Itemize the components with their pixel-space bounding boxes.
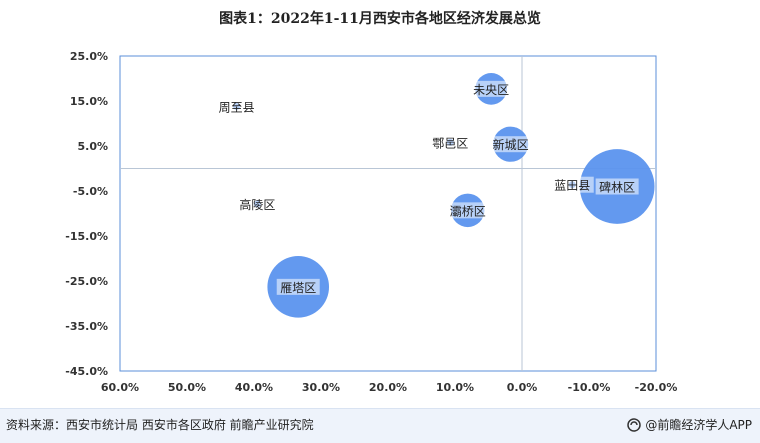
x-tick-label: 60.0%	[101, 381, 139, 394]
y-tick-label: -35.0%	[65, 320, 108, 333]
y-tick-label: 5.0%	[77, 140, 108, 153]
bubble-label: 雁塔区	[280, 281, 316, 295]
x-tick-label: 30.0%	[302, 381, 340, 394]
x-tick-label: 10.0%	[436, 381, 474, 394]
y-tick-label: -15.0%	[65, 230, 108, 243]
bubble-label-bg	[215, 98, 259, 115]
bubble-label-bg	[469, 80, 513, 97]
y-tick-label: -25.0%	[65, 275, 108, 288]
bubble-label: 蓝田县	[554, 179, 590, 193]
x-tick-label: 20.0%	[369, 381, 407, 394]
bubble-label: 新城区	[493, 137, 529, 152]
x-tick-label: 50.0%	[168, 381, 206, 394]
bubble-label: 灞桥区	[450, 204, 486, 218]
plot-frame	[119, 55, 657, 372]
y-tick-label: -5.0%	[73, 185, 108, 198]
y-tick-label: 25.0%	[70, 50, 108, 63]
bubble-label: 未央区	[473, 83, 509, 97]
bubble-label: 周至县	[219, 100, 255, 114]
x-tick-label: -10.0%	[568, 381, 611, 394]
chart-title: 图表1：2022年1-11月西安市各地区经济发展总览	[219, 11, 541, 27]
bubble-label-bg	[276, 278, 320, 295]
x-tick-label: 0.0%	[507, 381, 538, 394]
source-note: 资料来源：西安市统计局 西安市各区政府 前瞻产业研究院	[6, 418, 314, 432]
footer-bar: 资料来源：西安市统计局 西安市各区政府 前瞻产业研究院 @前瞻经济学人APP	[0, 408, 760, 443]
y-tick-label: 15.0%	[70, 95, 108, 108]
bubble-label: 鄠邑区	[432, 136, 468, 150]
bubble-label-bg	[235, 196, 279, 213]
bubble-label-bg	[595, 178, 639, 195]
bubble-label: 高陵区	[239, 197, 275, 212]
y-tick-label: -45.0%	[65, 365, 108, 378]
x-tick-label: -20.0%	[635, 381, 678, 394]
x-tick-label: 40.0%	[235, 381, 273, 394]
brand-credit: @前瞻经济学人APP	[627, 416, 752, 433]
bubble-label: 碑林区	[599, 180, 635, 195]
bubble-label-bg	[550, 176, 594, 193]
brand-text: @前瞻经济学人APP	[645, 418, 752, 432]
bubble-label-bg	[428, 134, 472, 151]
bubble-chart: 60.0% 50.0% 40.0% 30.0% 20.0% 10.0% 0.0% -10.0%…	[65, 50, 678, 394]
brand-logo-icon	[627, 417, 642, 432]
bubble-label-bg	[446, 202, 490, 219]
bubble-label-bg	[489, 136, 533, 153]
